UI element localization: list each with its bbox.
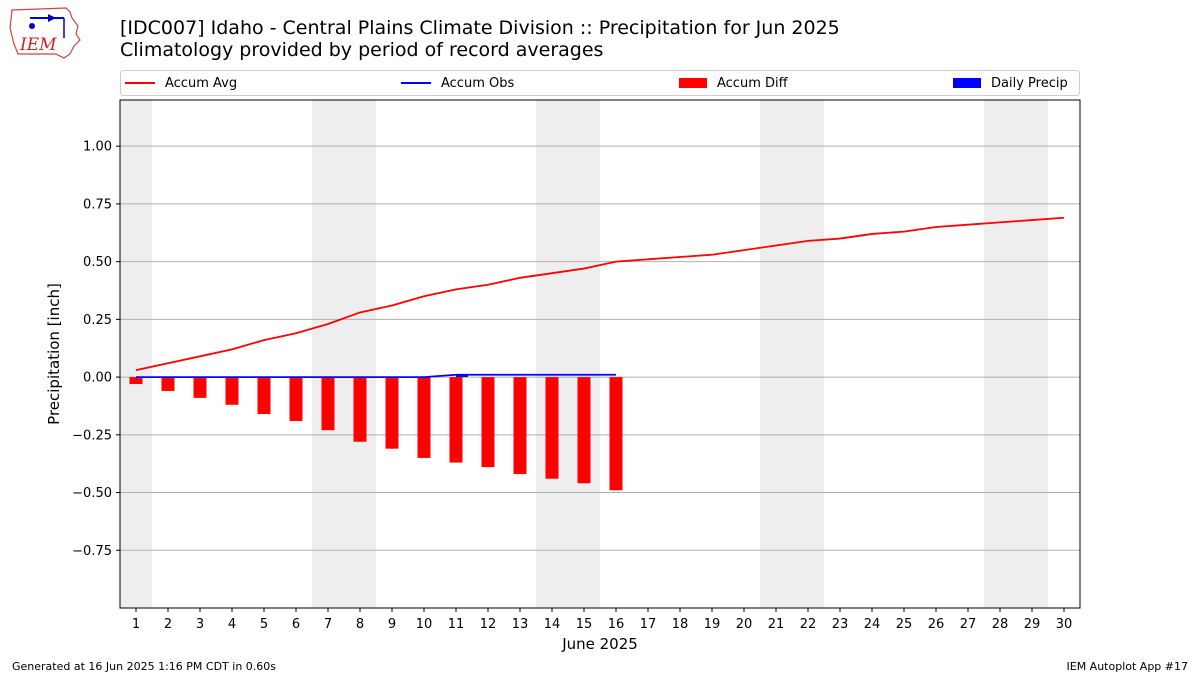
x-tick-label: 30 — [1056, 617, 1073, 632]
y-tick-label: 0.25 — [83, 313, 112, 328]
accum-diff-bar — [577, 377, 591, 484]
accum-diff-bar — [513, 377, 527, 475]
iem-logo: IEM — [9, 7, 81, 59]
x-tick-label: 4 — [228, 617, 236, 632]
accum-diff-bar — [609, 377, 623, 491]
chart-title: [IDC007] Idaho - Central Plains Climate … — [120, 17, 840, 39]
iowa-outline-shape — [9, 7, 81, 59]
weekend-shade — [120, 100, 152, 608]
legend-swatch-daily-precip — [953, 78, 981, 88]
accum-diff-bar — [385, 377, 399, 449]
x-tick-label: 11 — [448, 617, 465, 632]
x-tick-label: 20 — [736, 617, 753, 632]
x-tick-label: 3 — [196, 617, 204, 632]
x-tick-label: 18 — [672, 617, 689, 632]
accum-diff-bar — [321, 377, 335, 431]
legend-label-daily-precip: Daily Precip — [991, 75, 1068, 91]
x-tick-label: 23 — [832, 617, 849, 632]
legend: Accum Avg Accum Obs Accum Diff Daily Pre… — [120, 70, 1080, 96]
x-tick-label: 28 — [992, 617, 1009, 632]
x-tick-label: 10 — [416, 617, 433, 632]
y-axis-label: Precipitation [inch] — [45, 283, 63, 425]
footer-generated: Generated at 16 Jun 2025 1:16 PM CDT in … — [12, 660, 277, 673]
accum-diff-bar — [225, 377, 239, 405]
accum-diff-bar — [449, 377, 463, 463]
x-axis-label: June 2025 — [561, 635, 638, 653]
legend-item-accum-diff: Accum Diff — [679, 71, 788, 95]
footer-app: IEM Autoplot App #17 — [1066, 660, 1189, 673]
x-tick-label: 6 — [292, 617, 300, 632]
weekend-shade — [760, 100, 824, 608]
x-tick-label: 26 — [928, 617, 945, 632]
x-tick-label: 29 — [1024, 617, 1041, 632]
x-tick-label: 22 — [800, 617, 817, 632]
accum-diff-bar — [257, 377, 271, 415]
plot-frame — [119, 99, 1081, 609]
accum-obs-line — [136, 373, 616, 378]
legend-item-accum-avg: Accum Avg — [125, 71, 237, 95]
legend-swatch-accum-obs — [401, 82, 431, 84]
x-tick-label: 8 — [356, 617, 364, 632]
weekend-shade — [312, 100, 376, 608]
x-tick-label: 15 — [576, 617, 593, 632]
x-tick-label: 5 — [260, 617, 268, 632]
legend-label-accum-diff: Accum Diff — [717, 75, 788, 91]
accum-diff-bar — [193, 377, 207, 398]
legend-label-accum-avg: Accum Avg — [165, 75, 238, 91]
accum-diff-bar — [353, 377, 367, 442]
accum-diff-bar — [417, 377, 431, 458]
y-tick-label: 0.75 — [83, 197, 112, 212]
legend-swatch-accum-avg — [125, 82, 155, 84]
x-tick-label: 24 — [864, 617, 881, 632]
x-tick-label: 7 — [324, 617, 332, 632]
logo-text: IEM — [19, 35, 57, 55]
x-tick-label: 21 — [768, 617, 785, 632]
x-tick-label: 16 — [608, 617, 625, 632]
x-tick-label: 12 — [480, 617, 497, 632]
x-tick-label: 19 — [704, 617, 721, 632]
weekend-shade — [536, 100, 600, 608]
accum-diff-bar — [545, 377, 559, 479]
y-tick-label: 0.50 — [83, 255, 112, 270]
accum-diff-bar — [481, 377, 495, 468]
x-tick-label: 17 — [640, 617, 657, 632]
x-tick-label: 27 — [960, 617, 977, 632]
x-tick-label: 9 — [388, 617, 396, 632]
x-tick-label: 25 — [896, 617, 913, 632]
accum-diff-bar — [289, 377, 303, 421]
y-tick-label: −0.50 — [72, 486, 112, 501]
weekend-shade — [984, 100, 1048, 608]
accum-diff-bar — [161, 377, 175, 391]
y-tick-label: 1.00 — [83, 140, 112, 155]
accum-avg-line — [135, 216, 1065, 372]
legend-item-accum-obs: Accum Obs — [401, 71, 514, 95]
legend-item-daily-precip: Daily Precip — [953, 71, 1068, 95]
accum-diff-bar — [129, 377, 143, 385]
x-tick-label: 1 — [132, 617, 140, 632]
legend-swatch-accum-diff — [679, 78, 707, 88]
y-tick-label: 0.00 — [83, 371, 112, 386]
legend-label-accum-obs: Accum Obs — [441, 75, 515, 91]
x-tick-label: 2 — [164, 617, 172, 632]
chart-subtitle: Climatology provided by period of record… — [120, 39, 604, 61]
daily-precip-bar — [456, 374, 468, 378]
y-tick-label: −0.25 — [72, 428, 112, 443]
x-tick-label: 14 — [544, 617, 561, 632]
x-tick-label: 13 — [512, 617, 529, 632]
y-tick-label: −0.75 — [72, 544, 112, 559]
